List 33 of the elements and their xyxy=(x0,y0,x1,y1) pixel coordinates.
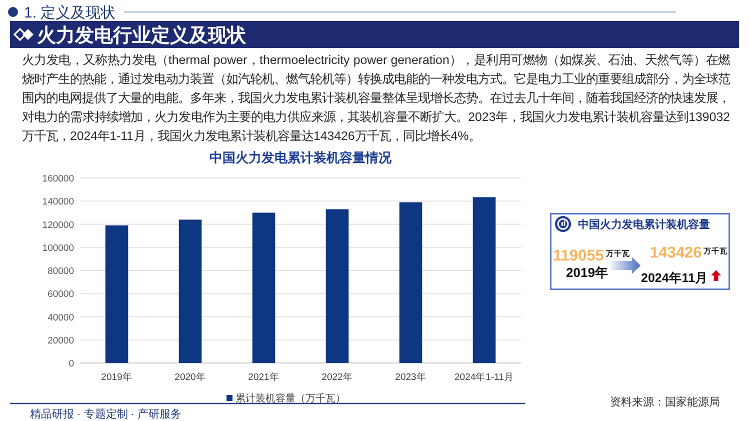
y-tick-label: 140000 xyxy=(42,196,74,208)
text: 119055 xyxy=(553,248,604,264)
text: 143426 xyxy=(650,244,702,262)
x-tick-label: 2019年 xyxy=(101,371,132,383)
x-tick-label: 2024年1-11月 xyxy=(454,371,514,383)
y-tick-label: 20000 xyxy=(48,335,74,346)
bar xyxy=(326,209,349,363)
text: 中国火力发电累计装机容量 xyxy=(578,218,710,231)
bar xyxy=(252,212,276,363)
y-tick-label: 160000 xyxy=(42,174,74,184)
text: 2019年 xyxy=(566,265,608,280)
y-tick-label: 100000 xyxy=(42,242,74,254)
x-tick-label: 2021年 xyxy=(248,371,280,383)
chart-title: 中国火力发电累计装机容量情况 xyxy=(210,150,392,165)
bar xyxy=(105,225,128,363)
text: 资料来源：国家能源局 xyxy=(610,396,720,408)
text: 精品研报 · 专题定制 · 产研服务 xyxy=(30,408,182,420)
y-tick-label: 60000 xyxy=(48,289,74,300)
x-tick-label: 2022年 xyxy=(322,371,353,383)
y-tick-label: 0 xyxy=(68,358,74,370)
bar xyxy=(472,197,496,363)
text: 火力发电，又称热力发电（thermal power，thermoelectricity power generation），是利用可燃物（如煤炭、石油、天然气等）在燃烧时产生的热能，通过发电动力装置（如汽轮机、燃气轮机等）转换成电能的一种发电方式。它是电力工业的重要组成部分，为全球范围内的电网提供了大量的电能。多年来，我国火力发电累计装机容量整体呈现增长态势。在过去几十年间，随着我国经济的快速发展，对电力的需求持续增加，火力发电作为主要的电力供应来源，其装机容量不断扩大。2023年，我国火力发电累计装机容量达到139032万千瓦，2024年1-11月，我国火力发电累计装机容量达143426万千瓦，同比增长4%。 xyxy=(22,52,730,145)
x-tick-label: 2023年 xyxy=(395,371,426,383)
bar xyxy=(178,220,202,363)
text: 1. 定义及现状 xyxy=(24,4,116,22)
y-tick-label: 40000 xyxy=(48,312,74,324)
x-tick-label: 2020年 xyxy=(174,371,206,383)
text: 火力发电行业定义及现状 xyxy=(37,24,247,46)
legend-label: 累计装机容量（万千瓦） xyxy=(236,392,346,404)
y-tick-label: 80000 xyxy=(48,266,74,277)
y-tick-label: 120000 xyxy=(42,220,74,231)
bar xyxy=(399,202,422,363)
text: 2024年11月 xyxy=(641,271,708,285)
